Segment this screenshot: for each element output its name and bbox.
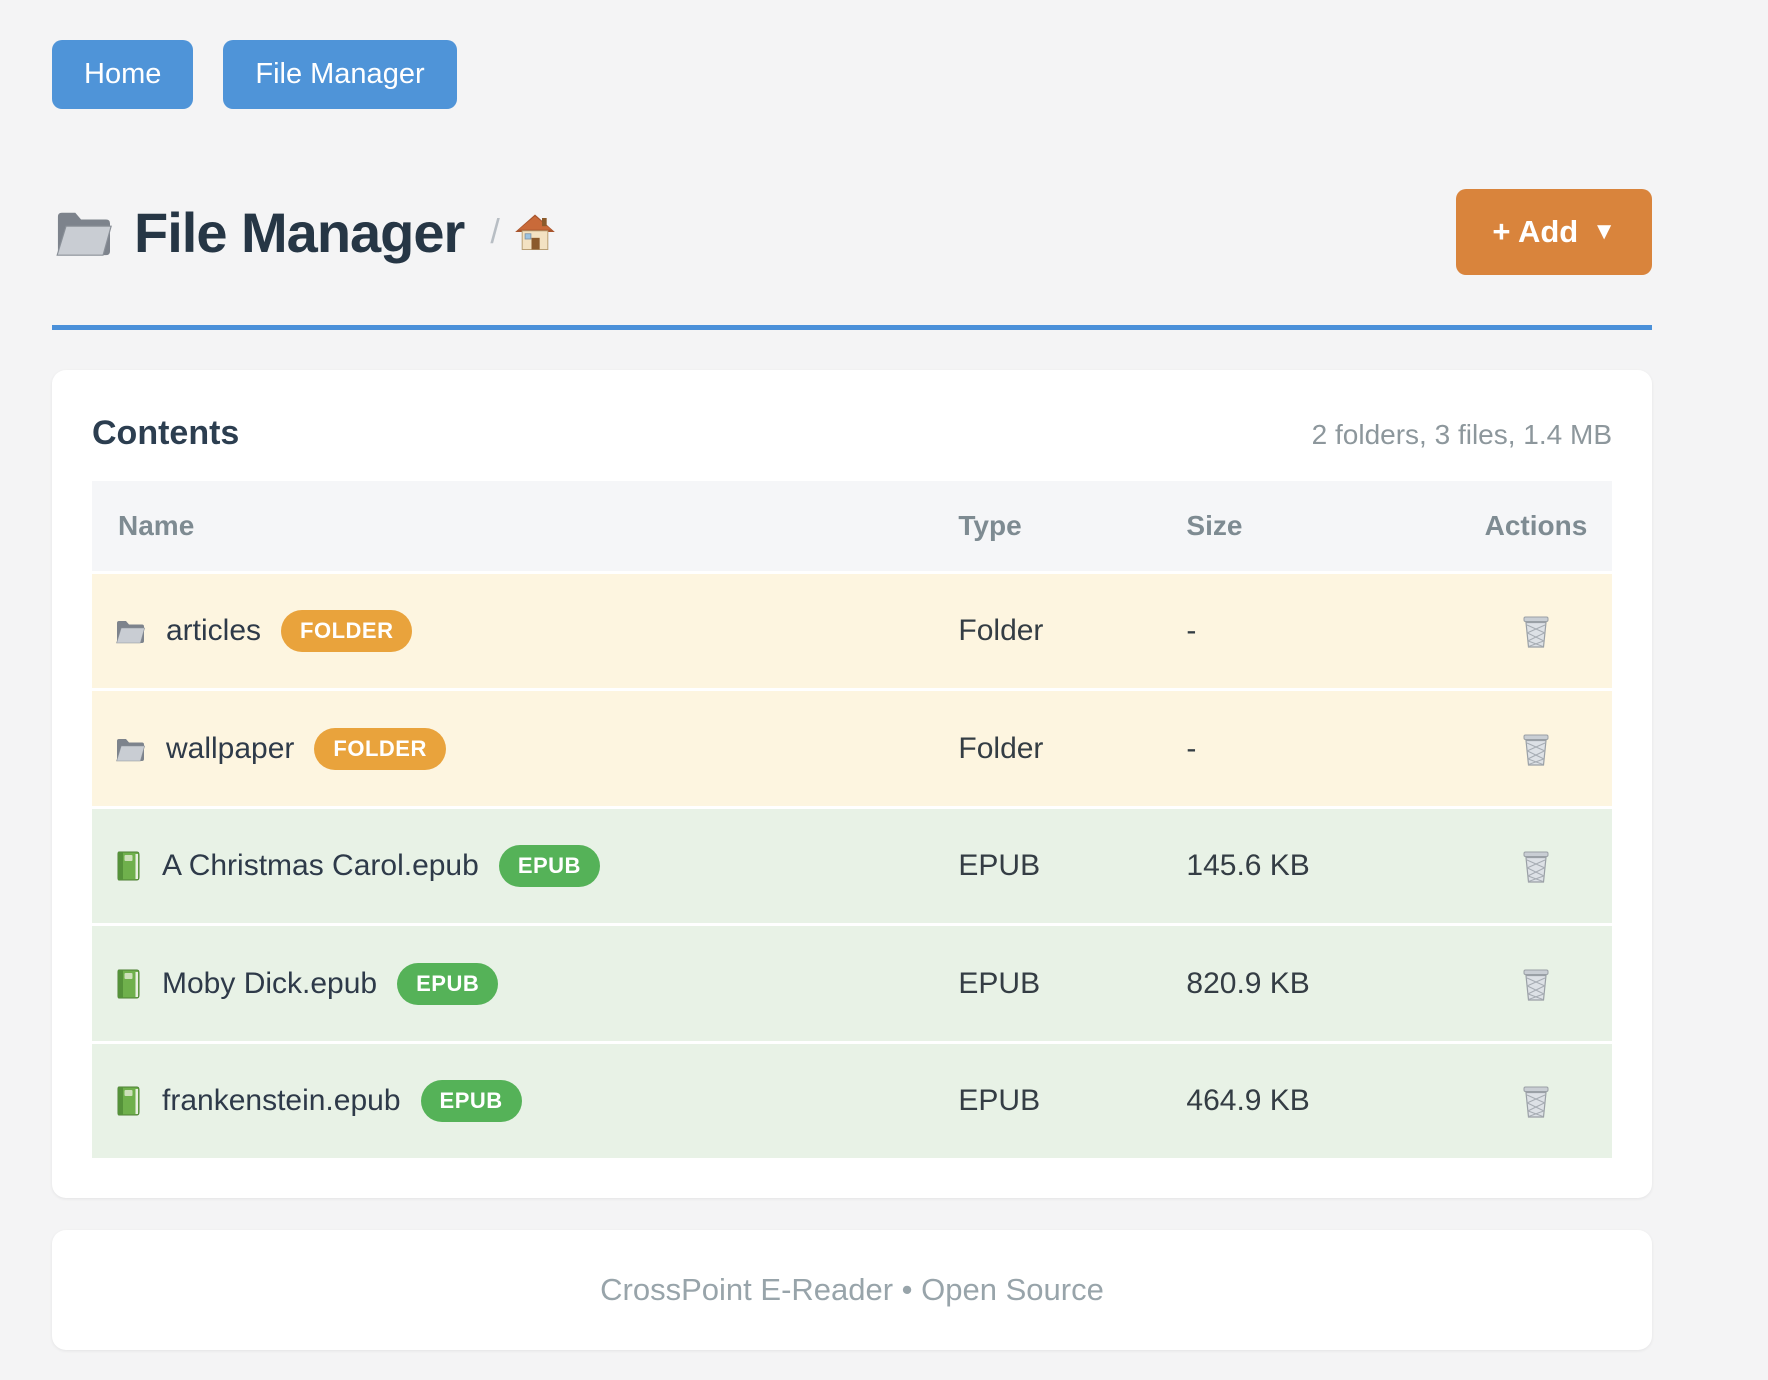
column-header-actions: Actions: [1459, 481, 1612, 573]
green-book-icon: [114, 1085, 142, 1117]
epub-badge: EPUB: [498, 845, 600, 888]
trash-icon: [1519, 1084, 1553, 1120]
green-book-icon: [114, 850, 142, 882]
breadcrumb: /: [490, 212, 555, 252]
item-size: -: [1186, 614, 1197, 648]
delete-button[interactable]: [1517, 730, 1555, 770]
epub-badge: EPUB: [397, 962, 499, 1005]
epub-badge: EPUB: [420, 1080, 522, 1123]
folder-badge: FOLDER: [281, 610, 413, 653]
chevron-down-icon: ▼: [1592, 218, 1616, 245]
table-row-moby-dick: Moby Dick.epub EPUB EPUB 820.9 KB: [92, 924, 1612, 1043]
item-size: 820.9 KB: [1186, 966, 1310, 1000]
folder-icon: [52, 205, 114, 259]
item-name[interactable]: A Christmas Carol.epub: [162, 849, 479, 883]
page-heading-row: File Manager / + Add ▼: [52, 189, 1652, 275]
item-name[interactable]: Moby Dick.epub: [162, 966, 378, 1000]
nav-button-file-manager[interactable]: File Manager: [223, 40, 457, 109]
contents-title: Contents: [92, 414, 240, 452]
item-name[interactable]: articles: [166, 614, 262, 648]
table-row-frankenstein: frankenstein.epub EPUB EPUB 464.9 KB: [92, 1042, 1612, 1159]
table-row-wallpaper: wallpaper FOLDER Folder -: [92, 689, 1612, 808]
contents-card-header: Contents 2 folders, 3 files, 1.4 MB: [92, 414, 1612, 453]
folder-icon: [114, 735, 146, 763]
page: Home File Manager File Manager /: [52, 0, 1652, 1351]
add-button[interactable]: + Add ▼: [1456, 189, 1652, 275]
footer-card: CrossPoint E-Reader • Open Source: [52, 1230, 1652, 1351]
delete-button[interactable]: [1517, 965, 1555, 1005]
file-table: Name Type Size Actions: [92, 481, 1612, 1159]
trash-icon: [1519, 732, 1553, 768]
page-heading: File Manager /: [52, 200, 556, 265]
delete-button[interactable]: [1517, 612, 1555, 652]
folder-badge: FOLDER: [314, 727, 446, 770]
contents-card: Contents 2 folders, 3 files, 1.4 MB Name…: [52, 370, 1652, 1199]
contents-summary: 2 folders, 3 files, 1.4 MB: [1311, 419, 1612, 450]
house-icon[interactable]: [514, 212, 556, 252]
table-row-christmas-carol: A Christmas Carol.epub EPUB EPUB 145.6 K…: [92, 807, 1612, 925]
breadcrumb-separator: /: [490, 212, 500, 251]
green-book-icon: [114, 968, 142, 1000]
trash-icon: [1519, 614, 1553, 650]
table-row-articles: articles FOLDER Folder -: [92, 572, 1612, 690]
top-nav: Home File Manager: [52, 0, 1652, 109]
item-size: 145.6 KB: [1186, 849, 1310, 883]
delete-button[interactable]: [1517, 847, 1555, 887]
item-type: Folder: [958, 731, 1044, 765]
delete-button[interactable]: [1517, 1082, 1555, 1122]
add-button-label: + Add: [1492, 214, 1579, 249]
item-name[interactable]: frankenstein.epub: [162, 1084, 401, 1118]
item-name[interactable]: wallpaper: [166, 731, 295, 765]
item-size: 464.9 KB: [1186, 1084, 1310, 1118]
trash-icon: [1519, 849, 1553, 885]
title-divider: [52, 325, 1652, 330]
page-title: File Manager: [134, 200, 465, 264]
trash-icon: [1519, 967, 1553, 1003]
column-header-name: Name: [92, 481, 959, 573]
item-type: EPUB: [958, 849, 1041, 883]
folder-icon: [114, 617, 146, 645]
item-size: -: [1186, 731, 1197, 765]
item-type: EPUB: [958, 966, 1041, 1000]
column-header-size: Size: [1186, 481, 1460, 573]
item-type: EPUB: [958, 1084, 1041, 1118]
footer-text: CrossPoint E-Reader • Open Source: [600, 1272, 1104, 1308]
item-type: Folder: [958, 614, 1044, 648]
column-header-type: Type: [958, 481, 1187, 573]
nav-button-home[interactable]: Home: [52, 40, 194, 109]
file-table-header: Name Type Size Actions: [92, 481, 1612, 573]
